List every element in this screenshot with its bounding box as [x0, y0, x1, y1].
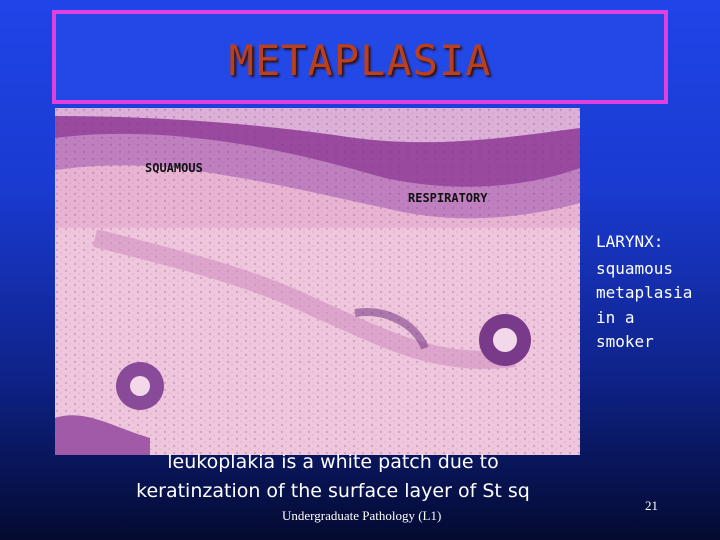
side-text: metaplasia [596, 283, 693, 302]
side-text: in a [596, 308, 635, 327]
side-text: smoker [596, 332, 654, 351]
image-label: RESPIRATORY [408, 191, 488, 205]
footer: Undergraduate Pathology (L1) [282, 508, 442, 523]
histology-image: SQUAMOUS RESPIRATORY [55, 108, 580, 455]
title: METAPLASIA [228, 36, 492, 85]
caption: leukoplakia is a white patch due to [167, 451, 499, 473]
side-text: LARYNX: [596, 232, 664, 251]
side-text: squamous [596, 259, 674, 278]
page-number: 21 [645, 498, 658, 513]
title-box: METAPLASIA [52, 10, 668, 104]
image-label: SQUAMOUS [145, 161, 203, 175]
caption: keratinzation of the surface layer of St… [136, 480, 530, 502]
